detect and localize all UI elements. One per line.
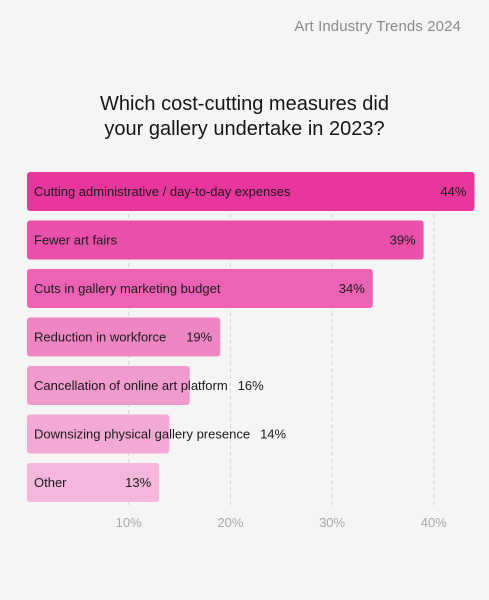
bar-layer: Cutting administrative / day-to-day expe…: [27, 172, 475, 502]
bar: [27, 317, 221, 357]
bar-category-label: Downsizing physical gallery presence: [34, 427, 250, 442]
bar: [27, 414, 170, 454]
bar-value-label: 34%: [339, 281, 365, 296]
bar-category-label: Other: [34, 475, 67, 490]
bar-category-label: Cuts in gallery marketing budget: [34, 281, 221, 296]
bar-value-label: 44%: [440, 184, 466, 199]
bar-value-label: 14%: [260, 427, 286, 442]
bar-group: Cutting administrative / day-to-day expe…: [27, 172, 475, 211]
bar-category-label: Cancellation of online art platform: [34, 378, 228, 393]
x-tick-label: 20%: [217, 515, 243, 530]
bar-category-label: Cutting administrative / day-to-day expe…: [34, 184, 291, 199]
tick-layer: 10% 20% 30% 40%: [116, 515, 448, 530]
bar-group: Reduction in workforce 19%: [27, 317, 221, 357]
bar-group: Downsizing physical gallery presence 14%: [27, 414, 287, 454]
bar-category-label: Reduction in workforce: [34, 330, 166, 345]
bar: [27, 269, 373, 308]
chart-title-line-2: your gallery undertake in 2023?: [104, 118, 385, 140]
brand-title: Art Industry Trends 2024: [294, 18, 461, 35]
bar-category-label: Fewer art fairs: [34, 233, 118, 248]
bar-value-label: 39%: [390, 233, 416, 248]
bar: [27, 172, 475, 211]
x-tick-label: 10%: [116, 515, 142, 530]
bar-group: Fewer art fairs 39%: [27, 220, 424, 260]
chart-title: Which cost-cutting measures did your gal…: [0, 92, 489, 142]
bar-value-label: 13%: [125, 475, 151, 490]
bar: [27, 463, 160, 502]
bar-group: Cancellation of online art platform 16%: [27, 366, 264, 405]
bar: [27, 366, 190, 405]
chart-title-line-1: Which cost-cutting measures did: [99, 93, 389, 115]
bar-group: Other 13%: [27, 463, 160, 502]
bar: [27, 220, 424, 260]
bar-group: Cuts in gallery marketing budget 34%: [27, 269, 373, 308]
x-tick-label: 30%: [319, 515, 345, 530]
bar-value-label: 16%: [238, 378, 264, 393]
bar-value-label: 19%: [186, 330, 212, 345]
x-tick-label: 40%: [421, 515, 447, 530]
